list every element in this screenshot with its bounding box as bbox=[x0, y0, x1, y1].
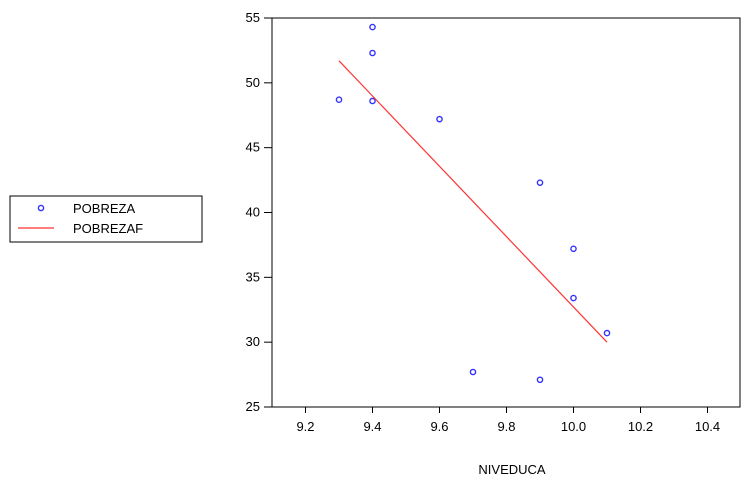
x-tick-label: 9.6 bbox=[430, 419, 448, 434]
y-tick-label: 40 bbox=[246, 205, 260, 220]
y-tick-label: 50 bbox=[246, 75, 260, 90]
x-tick-label: 9.4 bbox=[363, 419, 381, 434]
plot-frame bbox=[271, 17, 741, 408]
x-axis-label: NIVEDUCA bbox=[478, 462, 546, 477]
legend-box bbox=[9, 195, 203, 243]
x-tick-label: 10.0 bbox=[561, 419, 586, 434]
legend-label: POBREZAF bbox=[73, 221, 143, 236]
legend-marker-swatch bbox=[37, 204, 45, 212]
fitted-line bbox=[338, 60, 608, 343]
x-tick-label: 9.8 bbox=[497, 419, 515, 434]
x-tick-label: 10.2 bbox=[628, 419, 653, 434]
data-point bbox=[469, 368, 477, 376]
data-point bbox=[369, 23, 376, 31]
x-tick-label: 10.4 bbox=[695, 419, 720, 434]
data-point bbox=[603, 329, 611, 337]
data-point bbox=[536, 376, 544, 384]
data-point bbox=[369, 97, 376, 105]
y-tick-label: 25 bbox=[246, 399, 260, 414]
y-tick-label: 55 bbox=[246, 10, 260, 25]
legend-label: POBREZA bbox=[73, 201, 135, 216]
data-point bbox=[570, 294, 577, 302]
data-point bbox=[335, 96, 343, 103]
x-tick-label: 9.2 bbox=[296, 419, 314, 434]
data-point bbox=[436, 115, 443, 123]
y-tick-label: 35 bbox=[246, 269, 260, 284]
data-point bbox=[536, 179, 544, 186]
y-tick-label: 30 bbox=[246, 334, 260, 349]
y-tick-label: 45 bbox=[246, 140, 260, 155]
data-point bbox=[369, 49, 376, 57]
data-point bbox=[570, 245, 577, 253]
